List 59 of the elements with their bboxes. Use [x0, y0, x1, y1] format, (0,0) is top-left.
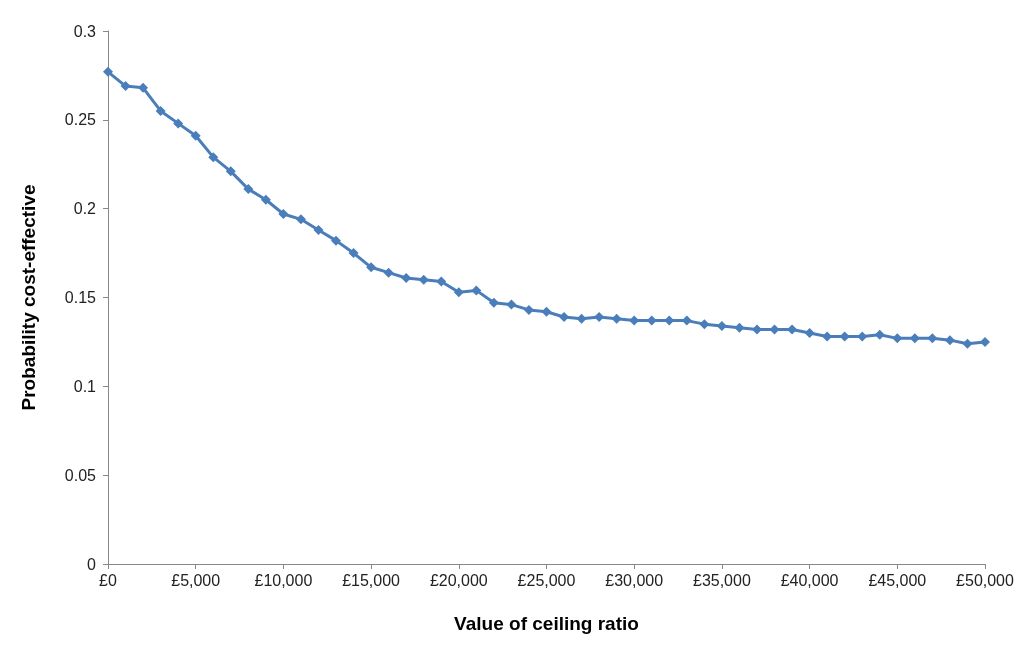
x-axis-title: Value of ceiling ratio [454, 613, 639, 634]
x-tick-label: £50,000 [956, 571, 1015, 589]
point [208, 152, 219, 163]
point [471, 285, 482, 296]
point [944, 335, 955, 346]
x-tick-label: £35,000 [692, 571, 751, 589]
point [892, 333, 903, 344]
point [366, 262, 377, 273]
point [506, 299, 517, 310]
x-tick-label: £5,000 [171, 571, 221, 589]
x-tick-label: £45,000 [868, 571, 927, 589]
y-tick-label: 0.15 [64, 289, 97, 306]
y-axis-title: Probability cost-effective [18, 184, 39, 411]
point [874, 329, 885, 340]
x-tick-label: £10,000 [254, 571, 313, 589]
point [751, 324, 762, 335]
point [190, 130, 201, 141]
point [313, 224, 324, 235]
point [138, 82, 149, 93]
point [103, 66, 113, 77]
point [787, 324, 798, 335]
point [436, 276, 447, 287]
point [804, 328, 815, 339]
point [383, 267, 394, 278]
x-tick-label: £30,000 [605, 571, 664, 589]
x-tick-label: £25,000 [517, 571, 576, 589]
point [173, 118, 184, 129]
point [295, 214, 306, 225]
x-tick-label: £0 [99, 571, 117, 589]
point [278, 209, 289, 219]
point [331, 235, 342, 246]
point [857, 331, 868, 342]
x-tick-label: £15,000 [342, 571, 401, 589]
point [348, 248, 359, 259]
point [576, 313, 587, 324]
x-tick-label: £20,000 [429, 571, 488, 589]
point [453, 287, 464, 298]
point [243, 184, 254, 195]
point [927, 333, 938, 344]
point [488, 297, 499, 308]
point [418, 274, 429, 285]
point [155, 105, 166, 116]
point [611, 313, 622, 324]
point [225, 166, 236, 177]
point [541, 306, 552, 317]
point [980, 336, 990, 347]
point [734, 322, 745, 333]
point [120, 81, 131, 92]
y-tick-label: 0.25 [64, 111, 97, 129]
y-tick-label: 0 [87, 555, 97, 573]
y-tick-label: 0.05 [64, 466, 97, 484]
y-tick-label: 0.2 [73, 200, 97, 218]
point [260, 194, 271, 205]
y-tick-label: 0.3 [73, 22, 97, 40]
x-tick-label: £40,000 [780, 571, 839, 589]
point [962, 338, 973, 349]
point [523, 304, 534, 315]
point [699, 319, 710, 330]
y-tick-label: 0.1 [73, 377, 97, 395]
